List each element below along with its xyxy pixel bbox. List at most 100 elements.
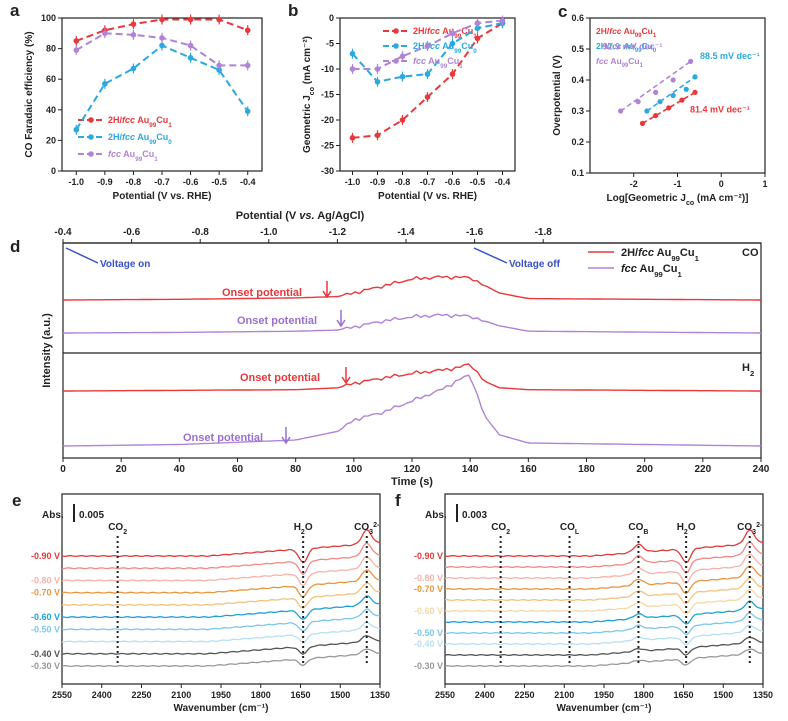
x-tick-label: -0.7	[420, 177, 436, 187]
x-tick-label: 40	[174, 464, 186, 475]
data-point	[244, 27, 251, 34]
y-axis-label: Geometric Jco (mA cm⁻²)	[302, 36, 316, 153]
panel-f: f 2550 2400 2250 2100 1950 1800 1650 1500 1350 Wav…	[395, 491, 773, 714]
data-point	[159, 35, 165, 41]
y-axis-label: CO Faradaic efficiency (%)	[24, 31, 35, 157]
x-tick-label: 20	[116, 464, 128, 475]
y-tick-label: 20	[46, 135, 56, 145]
scale-label: Abs.	[425, 510, 447, 521]
x-tick-label: 2550	[435, 690, 455, 700]
panel-c: c -2 -1 0 1 0.1 0.2 0.3 0.4 0.5 0.6 Log[Geometric J…	[552, 2, 768, 207]
data-point	[374, 78, 381, 85]
x-tick-label: -1	[673, 179, 681, 189]
panel-a: a -1.0 -0.9 -0.8 -0.7 -0.6 -0.5 -0.4 0 20 40 60 80 10…	[10, 1, 263, 202]
x-axis-label: Potential (V vs. RHE)	[378, 191, 477, 202]
spectrum-10	[444, 648, 764, 668]
spectrum-9	[61, 648, 381, 668]
panel-letter-c: c	[558, 2, 567, 21]
peak-label: H2O	[677, 522, 696, 536]
voltage-on-label: Voltage on	[100, 259, 150, 270]
x-tick-label: 0	[60, 464, 66, 475]
x-tick-label: -2	[630, 179, 638, 189]
potential-label: -0.80 V	[31, 575, 60, 585]
legend-marker	[88, 151, 94, 157]
y-tick-label: -25	[321, 141, 334, 151]
voltage-off-arrow	[473, 247, 508, 264]
data-point	[653, 113, 659, 119]
data-point	[449, 71, 456, 77]
data-point	[244, 108, 251, 115]
data-point	[349, 66, 356, 72]
spectrum-7	[61, 621, 381, 644]
y-tick-label: 0.2	[571, 137, 584, 147]
tafel-slope-label: 92.9 mV dec⁻¹	[603, 41, 663, 51]
x-tick-label: -0.5	[470, 177, 486, 187]
x-axis-label: Wavenumber (cm⁻¹)	[174, 703, 269, 714]
x-tick-label: 2550	[52, 690, 72, 700]
y-tick-label: -30	[321, 166, 334, 176]
x-tick-label: 1650	[290, 690, 310, 700]
spectrum-9	[444, 636, 764, 657]
x-tick-label: 220	[694, 464, 711, 475]
x-tick-label: -0.6	[445, 177, 461, 187]
x-axis-label: Potential (V vs. RHE)	[113, 191, 212, 202]
data-point	[692, 89, 698, 95]
spectrum-2	[444, 553, 764, 585]
data-point	[474, 35, 481, 42]
panel-letter-d: d	[10, 237, 20, 256]
h2-trace-fcc	[62, 374, 762, 447]
spectrum-5	[444, 588, 763, 615]
data-point	[349, 50, 356, 57]
fit-line-1	[646, 76, 696, 112]
panel-letter-e: e	[12, 491, 21, 510]
x-tick-label: -1.0	[345, 177, 361, 187]
data-point	[653, 89, 659, 95]
legend-marker	[393, 28, 399, 34]
spectrum-0	[444, 528, 764, 564]
potential-label: -0.40 V	[31, 649, 60, 659]
x-tick-label: 2100	[554, 690, 574, 700]
x-tick-label: 80	[290, 464, 302, 475]
x-tick-label: -0.9	[370, 177, 386, 187]
spectrum-2	[61, 555, 381, 587]
legend-marker	[88, 134, 94, 140]
x-tick-label: 1350	[370, 690, 390, 700]
onset-arrow	[322, 281, 332, 299]
data-point	[73, 47, 80, 53]
potential-label: -0.30 V	[31, 661, 60, 671]
y-tick-label: 0	[329, 13, 334, 23]
x-tick-label: 0	[719, 179, 724, 189]
onset-arrow	[281, 427, 291, 445]
x-tick-label: 60	[232, 464, 244, 475]
tafel-slope-label: 81.4 mV dec⁻¹	[690, 104, 750, 114]
y-tick-label: 0.3	[571, 106, 584, 116]
x-tick-label: 2400	[475, 690, 495, 700]
x-tick-label: 1350	[753, 690, 773, 700]
x-tick-label: 1	[762, 179, 767, 189]
data-point	[639, 120, 646, 126]
co-trace-fcc	[63, 313, 761, 334]
x-tick-label: 1950	[211, 690, 231, 700]
legend-marker	[393, 58, 399, 64]
potential-label: -0.60 V	[31, 612, 60, 622]
y-tick-label: 0.6	[571, 13, 584, 23]
peak-label: COL	[560, 522, 580, 536]
data-point	[449, 30, 456, 37]
onset-label-h2-purple: Onset potential	[183, 432, 263, 444]
data-point	[130, 32, 137, 38]
x-axis-label: Log[Geometric Jco (mA cm⁻²)]	[607, 193, 749, 207]
onset-arrow	[336, 310, 346, 328]
y-tick-label: 60	[46, 74, 56, 84]
top-tick-label: -1.0	[260, 227, 278, 238]
top-tick-label: -1.2	[329, 227, 347, 238]
data-point	[187, 54, 194, 61]
onset-arrow	[341, 367, 351, 385]
y-tick-label: -20	[321, 115, 334, 125]
x-tick-label: -0.5	[211, 177, 227, 187]
y-tick-label: 40	[46, 105, 56, 115]
panel-letter-a: a	[10, 1, 20, 20]
co-trace-2h-fcc	[63, 275, 761, 301]
spectrum-3	[61, 569, 381, 598]
potential-label: -0.50 V	[414, 628, 443, 638]
data-point	[244, 62, 251, 69]
